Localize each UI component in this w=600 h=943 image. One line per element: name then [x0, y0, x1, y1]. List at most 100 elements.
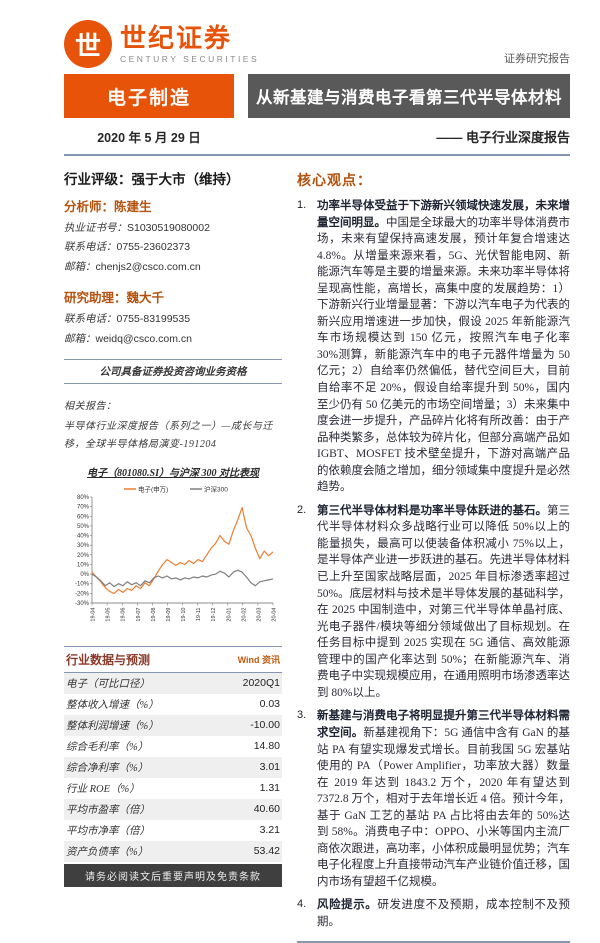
- svg-text:19-11: 19-11: [196, 607, 202, 621]
- field-value: 0755-83199535: [116, 313, 191, 326]
- assistant-email: 邮箱：weidq@csco.com.cn: [64, 330, 282, 349]
- qualification-note: 公司具备证券投资咨询业务资格: [64, 358, 282, 384]
- row-value: 2020Q1: [211, 672, 282, 694]
- performance-chart: 80%70%60%50%40%30%20%10%0%-10%-20%-30%19…: [75, 484, 278, 621]
- svg-text:-10%: -10%: [75, 582, 90, 588]
- analyst-phone: 联系电话：0755-23602373: [64, 238, 282, 257]
- table-row: 资产负债率（%） 53.42: [64, 840, 282, 862]
- svg-text:70%: 70%: [77, 504, 90, 510]
- point-bold: 新基建与消费电子将明显提升第三代半导体材料需求空间。: [317, 710, 570, 739]
- row-value: 53.42: [211, 840, 282, 862]
- svg-text:19-04: 19-04: [91, 607, 97, 621]
- field-label: 联系电话：: [64, 314, 117, 326]
- svg-text:30%: 30%: [77, 543, 90, 549]
- disclaimer-bar: 请务必阅读文后重要声明及免责条款: [64, 863, 282, 887]
- row-label: 综合毛利率（%）: [66, 741, 149, 753]
- core-points-section: 核心观点： 功率半导体受益于下游新兴领域快速发展，未来增量空间明显。中国是全球最…: [297, 168, 570, 943]
- point-bold: 功率半导体受益于下游新兴领域快速发展，未来增量空间明显。: [317, 200, 570, 229]
- bottom-divider: [297, 940, 570, 943]
- table-row: 平均市净率（倍） 3.21: [64, 820, 282, 841]
- email-link[interactable]: weidq@csco.com.cn: [95, 332, 192, 345]
- row-value: 1.31: [259, 782, 280, 795]
- brand-name: 世纪证券: [120, 22, 233, 53]
- field-label: 邮箱：: [64, 261, 96, 273]
- svg-text:20%: 20%: [77, 553, 90, 559]
- table-title: 行业数据与预测: [64, 645, 212, 673]
- report-title: 从新基建与消费电子看第三代半导体材料: [248, 74, 570, 118]
- row-value: 3.01: [211, 756, 282, 778]
- core-point-item: 新基建与消费电子将明显提升第三代半导体材料需求空间。新基建视角下：5G 通信中含…: [297, 708, 570, 890]
- industry-table: 行业数据与预测 Wind 资讯 电子（可比口径） 2020Q1 整体收入增速（%）…: [64, 645, 282, 862]
- industry-rating: 行业评级：强于大市（维持）: [64, 172, 240, 187]
- svg-text:19-09: 19-09: [166, 607, 172, 621]
- category-badge: 电子制造: [64, 74, 234, 118]
- core-points-heading: 核心观点：: [297, 172, 372, 188]
- point-bold: 风险提示。: [317, 899, 378, 912]
- row-value: -10.00: [211, 714, 282, 736]
- svg-text:20-01: 20-01: [226, 607, 232, 621]
- field-label: 执业证书号：: [64, 223, 127, 234]
- row-label: 电子（可比口径）: [64, 672, 212, 694]
- table-row: 综合毛利率（%） 14.80: [64, 736, 282, 757]
- report-date: 2020 年 5 月 29 日: [97, 131, 201, 145]
- row-label: 资产负债率（%）: [64, 840, 212, 862]
- row-value: 40.60: [211, 798, 282, 820]
- svg-text:19-08: 19-08: [151, 607, 157, 621]
- assistant-phone: 联系电话：0755-83199535: [64, 310, 282, 329]
- analyst-name: 分析师：陈建生: [64, 200, 152, 214]
- row-label: 平均市盈率（倍）: [64, 798, 212, 820]
- svg-text:电子(申万): 电子(申万): [138, 484, 168, 493]
- email-link[interactable]: chenjs2@csco.com.cn: [95, 260, 201, 273]
- svg-text:40%: 40%: [77, 533, 90, 539]
- brand-subname: CENTURY SECURITIES: [120, 53, 260, 64]
- svg-text:10%: 10%: [77, 562, 90, 568]
- row-value: 3.21: [259, 824, 280, 837]
- svg-text:19-12: 19-12: [211, 607, 217, 621]
- title-row: 电子制造 从新基建与消费电子看第三代半导体材料: [64, 74, 570, 118]
- core-point-item: 第三代半导体材料是功率半导体跃进的基石。第三代半导体材料众多战略行业可以降低 5…: [297, 503, 570, 702]
- related-report-item: 半导体行业深度报告（系列之一）—成长与迁移，全球半导体格局演变-191204: [64, 420, 273, 450]
- sidebar: 行业评级：强于大市（维持） 分析师：陈建生 执业证书号：S10305190800…: [64, 168, 282, 943]
- table-row: 电子（可比口径） 2020Q1: [64, 672, 282, 694]
- svg-text:20-02: 20-02: [241, 607, 247, 621]
- svg-text:20-03: 20-03: [256, 607, 262, 621]
- field-value: S1030519080002: [127, 222, 210, 234]
- related-reports-label: 相关报告：: [64, 400, 117, 412]
- point-bold: 第三代半导体材料是功率半导体跃进的基石。: [317, 504, 547, 517]
- table-row: 行业 ROE（%） 1.31: [64, 778, 282, 799]
- svg-text:60%: 60%: [77, 514, 90, 520]
- field-value: 0755-23602373: [116, 241, 191, 254]
- core-point-item: 功率半导体受益于下游新兴领域快速发展，未来增量空间明显。中国是全球最大的功率半导…: [297, 198, 570, 496]
- date-row: 2020 年 5 月 29 日 —— 电子行业深度报告: [64, 127, 570, 146]
- assistant-name: 研究助理：魏大千: [64, 291, 165, 306]
- table-row: 整体收入增速（%） 0.03: [64, 694, 282, 715]
- svg-text:80%: 80%: [77, 495, 90, 501]
- svg-text:-30%: -30%: [75, 601, 90, 607]
- svg-text:19-06: 19-06: [121, 607, 127, 621]
- analyst-email: 邮箱：chenjs2@csco.com.cn: [64, 258, 282, 277]
- svg-text:-20%: -20%: [75, 591, 90, 597]
- row-label: 行业 ROE（%）: [66, 783, 140, 795]
- svg-text:沪深300: 沪深300: [204, 484, 228, 493]
- report-page: 世 世纪证券 CENTURY SECURITIES 证券研究报告 电子制造 从新…: [0, 0, 600, 800]
- svg-text:19-05: 19-05: [106, 607, 112, 621]
- chart-title: 电子（801080.SI）与沪深 300 对比表现: [87, 467, 259, 479]
- field-label: 联系电话：: [64, 242, 117, 254]
- row-label: 综合净利率（%）: [64, 756, 212, 778]
- related-reports: 相关报告： 半导体行业深度报告（系列之一）—成长与迁移，全球半导体格局演变-19…: [64, 398, 282, 454]
- point-text: 中国是全球最大的功率半导体消费市场，未来有望保持高速发展，预计年复合增速达 4.…: [317, 216, 570, 494]
- row-label: 平均市净率（倍）: [66, 825, 150, 837]
- assistant-block: 研究助理：魏大千 联系电话：0755-83199535 邮箱：weidq@csc…: [64, 287, 282, 349]
- table-row: 平均市盈率（倍） 40.60: [64, 798, 282, 820]
- row-label: 整体利润增速（%）: [64, 714, 212, 736]
- analyst-cert: 执业证书号：S1030519080002: [64, 219, 282, 238]
- core-points-list: 功率半导体受益于下游新兴领域快速发展，未来增量空间明显。中国是全球最大的功率半导…: [297, 198, 570, 931]
- row-label: 整体收入增速（%）: [66, 699, 159, 711]
- brand-logo: 世 世纪证券 CENTURY SECURITIES: [64, 20, 259, 68]
- report-type-label: 证券研究报告: [504, 53, 570, 65]
- header-divider: [64, 154, 570, 156]
- svg-text:19-07: 19-07: [136, 607, 142, 621]
- field-label: 邮箱：: [64, 333, 96, 345]
- table-source: Wind 资讯: [211, 645, 282, 673]
- svg-text:19-10: 19-10: [181, 607, 187, 621]
